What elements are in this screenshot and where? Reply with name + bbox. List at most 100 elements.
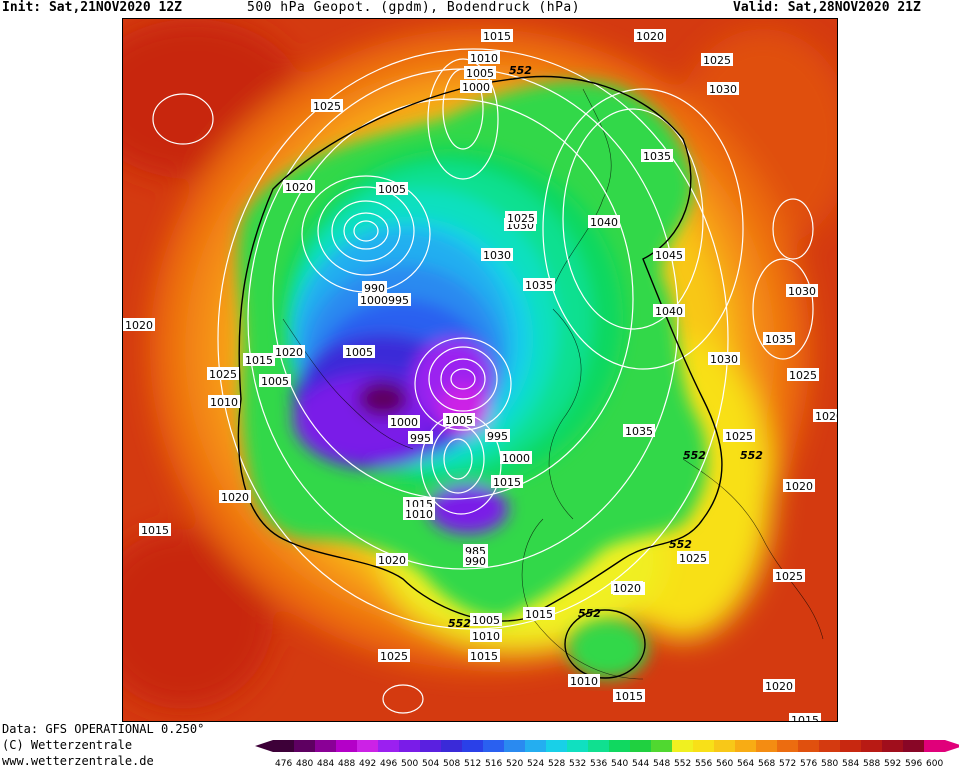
legend-swatch: [315, 740, 336, 752]
isobar-value: 1000995: [360, 294, 409, 307]
website-link[interactable]: www.wetterzentrale.de: [2, 754, 154, 768]
isobar-label: 1015: [468, 649, 500, 663]
legend-swatch: [777, 740, 798, 752]
init-time-label: Init: Sat,21NOV2020 12Z: [2, 0, 183, 15]
legend-arrow-low: [255, 740, 273, 752]
legend-swatch: [903, 740, 924, 752]
legend-swatch: [630, 740, 651, 752]
isobar-value: 1020: [125, 319, 153, 332]
legend-swatch: [483, 740, 504, 752]
contour-552-labels: 552 552 552 552 552 552: [448, 64, 763, 630]
contour-552-label: 552: [578, 607, 601, 620]
isobar-value: 1005: [472, 614, 500, 627]
isobar-label: 990: [463, 554, 488, 568]
legend-tick-label: 484: [317, 759, 334, 768]
legend-tick-label: 544: [632, 759, 649, 768]
legend-tick-label: 488: [338, 759, 355, 768]
legend-tick-label: 504: [422, 759, 439, 768]
isobar-label: 1005: [464, 66, 496, 80]
legend-tick-label: 588: [863, 759, 880, 768]
contour-552-label: 552: [683, 449, 706, 462]
legend-tick-label: 516: [485, 759, 502, 768]
isobar-label: 1035: [623, 424, 655, 438]
isobar-value: 1025: [209, 368, 237, 381]
isobar-label: 1015: [481, 29, 513, 43]
isobar-label: 1035: [763, 332, 795, 346]
isobar-label: 1015: [789, 713, 821, 721]
isobar-label: 1020: [376, 553, 408, 567]
isobar-label: 1015: [613, 689, 645, 703]
legend-swatch: [924, 740, 945, 752]
legend-swatch: [336, 740, 357, 752]
isobar-value: 1015: [483, 30, 511, 43]
legend-swatch: [420, 740, 441, 752]
isobar-label: 995: [408, 431, 433, 445]
contour-552-label: 552: [448, 617, 471, 630]
isobar-value: 1025: [775, 570, 803, 583]
legend-swatch: [588, 740, 609, 752]
legend-tick-label: 496: [380, 759, 397, 768]
copyright-label: (C) Wetterzentrale: [2, 738, 133, 752]
isobar-label: 1030: [481, 248, 513, 262]
isobar-label: 1000: [500, 451, 532, 465]
legend-tick-label: 528: [548, 759, 565, 768]
isobar-label: 1010: [208, 395, 240, 409]
isobar-value: 1040: [655, 305, 683, 318]
isobar-label: 1035: [641, 149, 673, 163]
isobar-value: 1020: [636, 30, 664, 43]
isobar-label: 1000: [388, 415, 420, 429]
isobar-value: 1015: [791, 714, 819, 721]
isobar-value: 1020: [785, 480, 813, 493]
isobar-label: 1020: [813, 409, 837, 423]
legend-tick-label: 532: [569, 759, 586, 768]
isobar-value: 1010: [570, 675, 598, 688]
isobar-value: 1035: [643, 150, 671, 163]
isobar-label: 1025: [505, 211, 537, 225]
legend-tick-label: 556: [695, 759, 712, 768]
isobar-value: 1005: [466, 67, 494, 80]
isobar-value: 1020: [378, 554, 406, 567]
legend-swatch: [399, 740, 420, 752]
isobar-label: 1025: [773, 569, 805, 583]
isobar-value: 1015: [525, 608, 553, 621]
contour-552-label: 552: [509, 64, 532, 77]
isobar-value: 1025: [703, 54, 731, 67]
isobar-label: 1020: [283, 180, 315, 194]
isobar-value: 1015: [245, 354, 273, 367]
legend-tick-label: 536: [590, 759, 607, 768]
map-title: 500 hPa Geopot. (gpdm), Bodendruck (hPa): [247, 0, 581, 15]
legend-swatch: [525, 740, 546, 752]
isobar-label: 1020: [783, 479, 815, 493]
isobar-label: 1015: [139, 523, 171, 537]
isobar-label: 1010: [470, 629, 502, 643]
legend-tick-label: 576: [800, 759, 817, 768]
isobar-value: 1030: [709, 83, 737, 96]
isobar-value: 995: [487, 430, 508, 443]
legend-swatch: [819, 740, 840, 752]
isobar-value: 1005: [261, 375, 289, 388]
isobar-label: 1005: [343, 345, 375, 359]
isobar-label: 1040: [588, 215, 620, 229]
isobar-value: 1040: [590, 216, 618, 229]
legend-swatch: [882, 740, 903, 752]
isobar-value: 1025: [789, 369, 817, 382]
isobar-value: 1035: [765, 333, 793, 346]
isobar-value: 1020: [221, 491, 249, 504]
isobar-value: 1020: [275, 346, 303, 359]
isobar-label: 1025: [787, 368, 819, 382]
isobar-label: 1020: [219, 490, 251, 504]
isobar-value: 1015: [470, 650, 498, 663]
isobar-value: 1025: [507, 212, 535, 225]
isobar-value: 1025: [725, 430, 753, 443]
isobar-value: 995: [410, 432, 431, 445]
contour-552-label: 552: [740, 449, 763, 462]
contour-552: [237, 75, 723, 679]
isobar-label: 1035: [523, 278, 555, 292]
legend-tick-label: 480: [296, 759, 313, 768]
legend-tick-label: 548: [653, 759, 670, 768]
isobar-value: 1000: [502, 452, 530, 465]
isobar-labels: 1015 102010251010100510001025103010351020…: [123, 29, 837, 721]
legend-swatch: [567, 740, 588, 752]
isobar-value: 1030: [788, 285, 816, 298]
isobar-label: 1030: [707, 82, 739, 96]
